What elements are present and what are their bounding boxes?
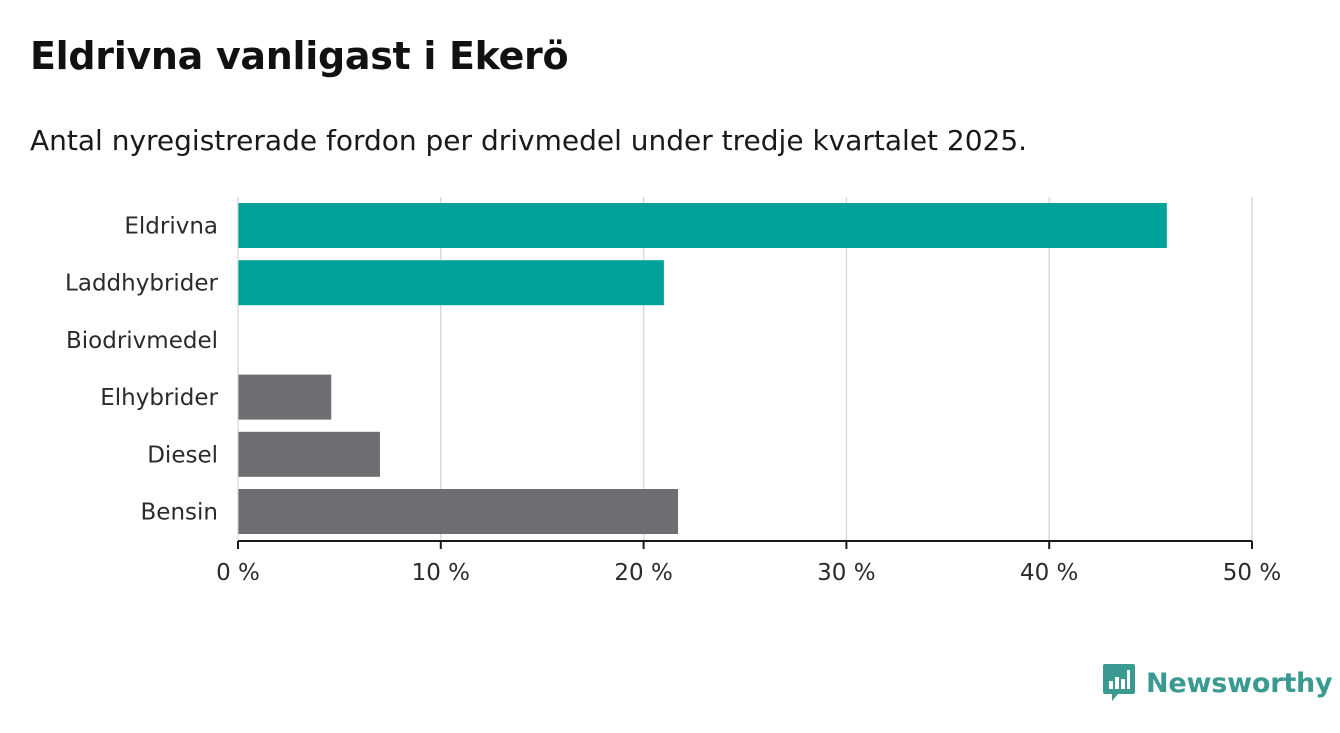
bar-diesel — [238, 431, 380, 477]
newsworthy-logo: Newsworthy — [1102, 662, 1333, 704]
x-tick-label: 30 % — [817, 560, 875, 586]
category-label: Diesel — [147, 442, 218, 468]
x-tick-label: 40 % — [1020, 560, 1078, 586]
bar-eldrivna — [238, 203, 1167, 248]
category-label: Bensin — [141, 500, 218, 526]
category-label: Laddhybrider — [65, 271, 218, 297]
chart-subtitle: Antal nyregistrerade fordon per drivmede… — [30, 124, 1028, 157]
bar-elhybrider — [238, 374, 332, 420]
chart-title: Eldrivna vanligast i Ekerö — [30, 34, 569, 78]
category-label: Eldrivna — [124, 214, 218, 240]
x-tick-label: 10 % — [412, 560, 470, 586]
bars — [238, 203, 1167, 534]
category-label: Biodrivmedel — [66, 328, 218, 354]
bar-bensin — [238, 489, 679, 534]
x-axis: 0 % 10 % 20 % 30 % 40 % 50 % — [216, 197, 1281, 586]
bar-laddhybrider — [238, 260, 664, 306]
x-tick-label: 50 % — [1223, 560, 1281, 586]
category-labels: Eldrivna Laddhybrider Biodrivmedel Elhybrid… — [65, 214, 218, 526]
gridlines — [440, 197, 1253, 541]
x-tick-label: 20 % — [614, 560, 672, 586]
x-tick-label: 0 % — [216, 560, 260, 586]
newsworthy-logo-icon — [1103, 664, 1135, 701]
category-label: Elhybrider — [100, 385, 218, 411]
logo-text: Newsworthy — [1146, 667, 1333, 699]
